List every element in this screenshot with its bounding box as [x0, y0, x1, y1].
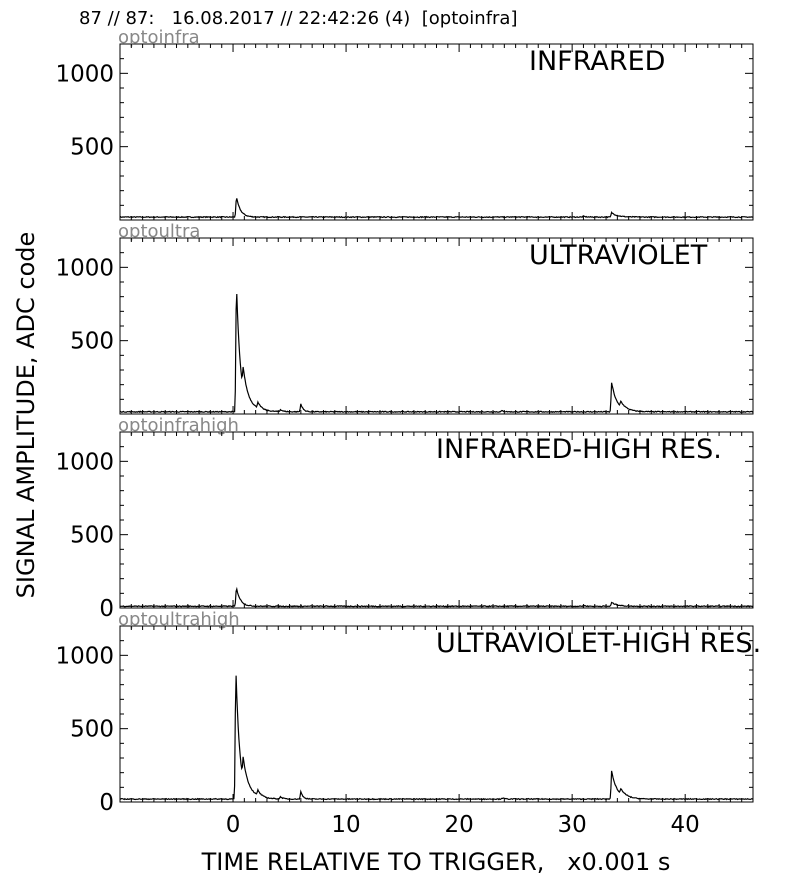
panel-title: INFRARED: [529, 46, 665, 77]
channel-label: optoinfrahigh: [118, 415, 239, 436]
channel-label: optoultra: [118, 221, 200, 242]
y-tick-label: 1000: [55, 255, 114, 281]
signal-trace: [119, 198, 754, 219]
signal-trace: [119, 675, 754, 801]
y-tick-label: 1000: [55, 643, 114, 669]
y-tick-label: 500: [70, 329, 114, 355]
y-tick-label: 0: [99, 790, 114, 816]
y-tick-label: 1000: [55, 449, 114, 475]
channel-label: optoultrahigh: [118, 609, 240, 630]
x-tick-label: 20: [444, 812, 473, 838]
x-tick-label: 30: [558, 812, 587, 838]
signal-trace: [119, 586, 754, 608]
y-tick-label: 500: [70, 135, 114, 161]
y-tick-label: 0: [99, 596, 114, 622]
panel-optoultrahigh: optoultrahigh ULTRAVIOLET-HIGH RES. 0 500 10…: [55, 609, 761, 838]
panel-title: ULTRAVIOLET: [529, 240, 708, 271]
x-tick-label: 0: [226, 812, 241, 838]
y-tick-label: 1000: [55, 61, 114, 87]
x-axis-label: TIME RELATIVE TO TRIGGER, x0.001 s: [201, 848, 671, 876]
panel-title: INFRARED-HIGH RES.: [436, 434, 722, 465]
panel-optoultra: optoultra ULTRAVIOLET 500 1000: [55, 221, 754, 415]
signal-trace: [119, 293, 754, 414]
y-tick-label: 500: [70, 717, 114, 743]
x-tick-label: 40: [671, 812, 700, 838]
channel-label: optoinfra: [118, 27, 200, 48]
chart-header-title: 87 // 87: 16.08.2017 // 22:42:26 (4) [op…: [79, 8, 518, 29]
panel-optoinfrahigh: optoinfrahigh INFRARED-HIGH RES. 0 500 1000: [55, 415, 754, 622]
y-tick-label: 500: [70, 523, 114, 549]
panel-title: ULTRAVIOLET-HIGH RES.: [436, 628, 761, 659]
panel-optoinfra: optoinfra INFRARED 500 1000: [55, 27, 754, 221]
x-tick-label: 10: [331, 812, 360, 838]
